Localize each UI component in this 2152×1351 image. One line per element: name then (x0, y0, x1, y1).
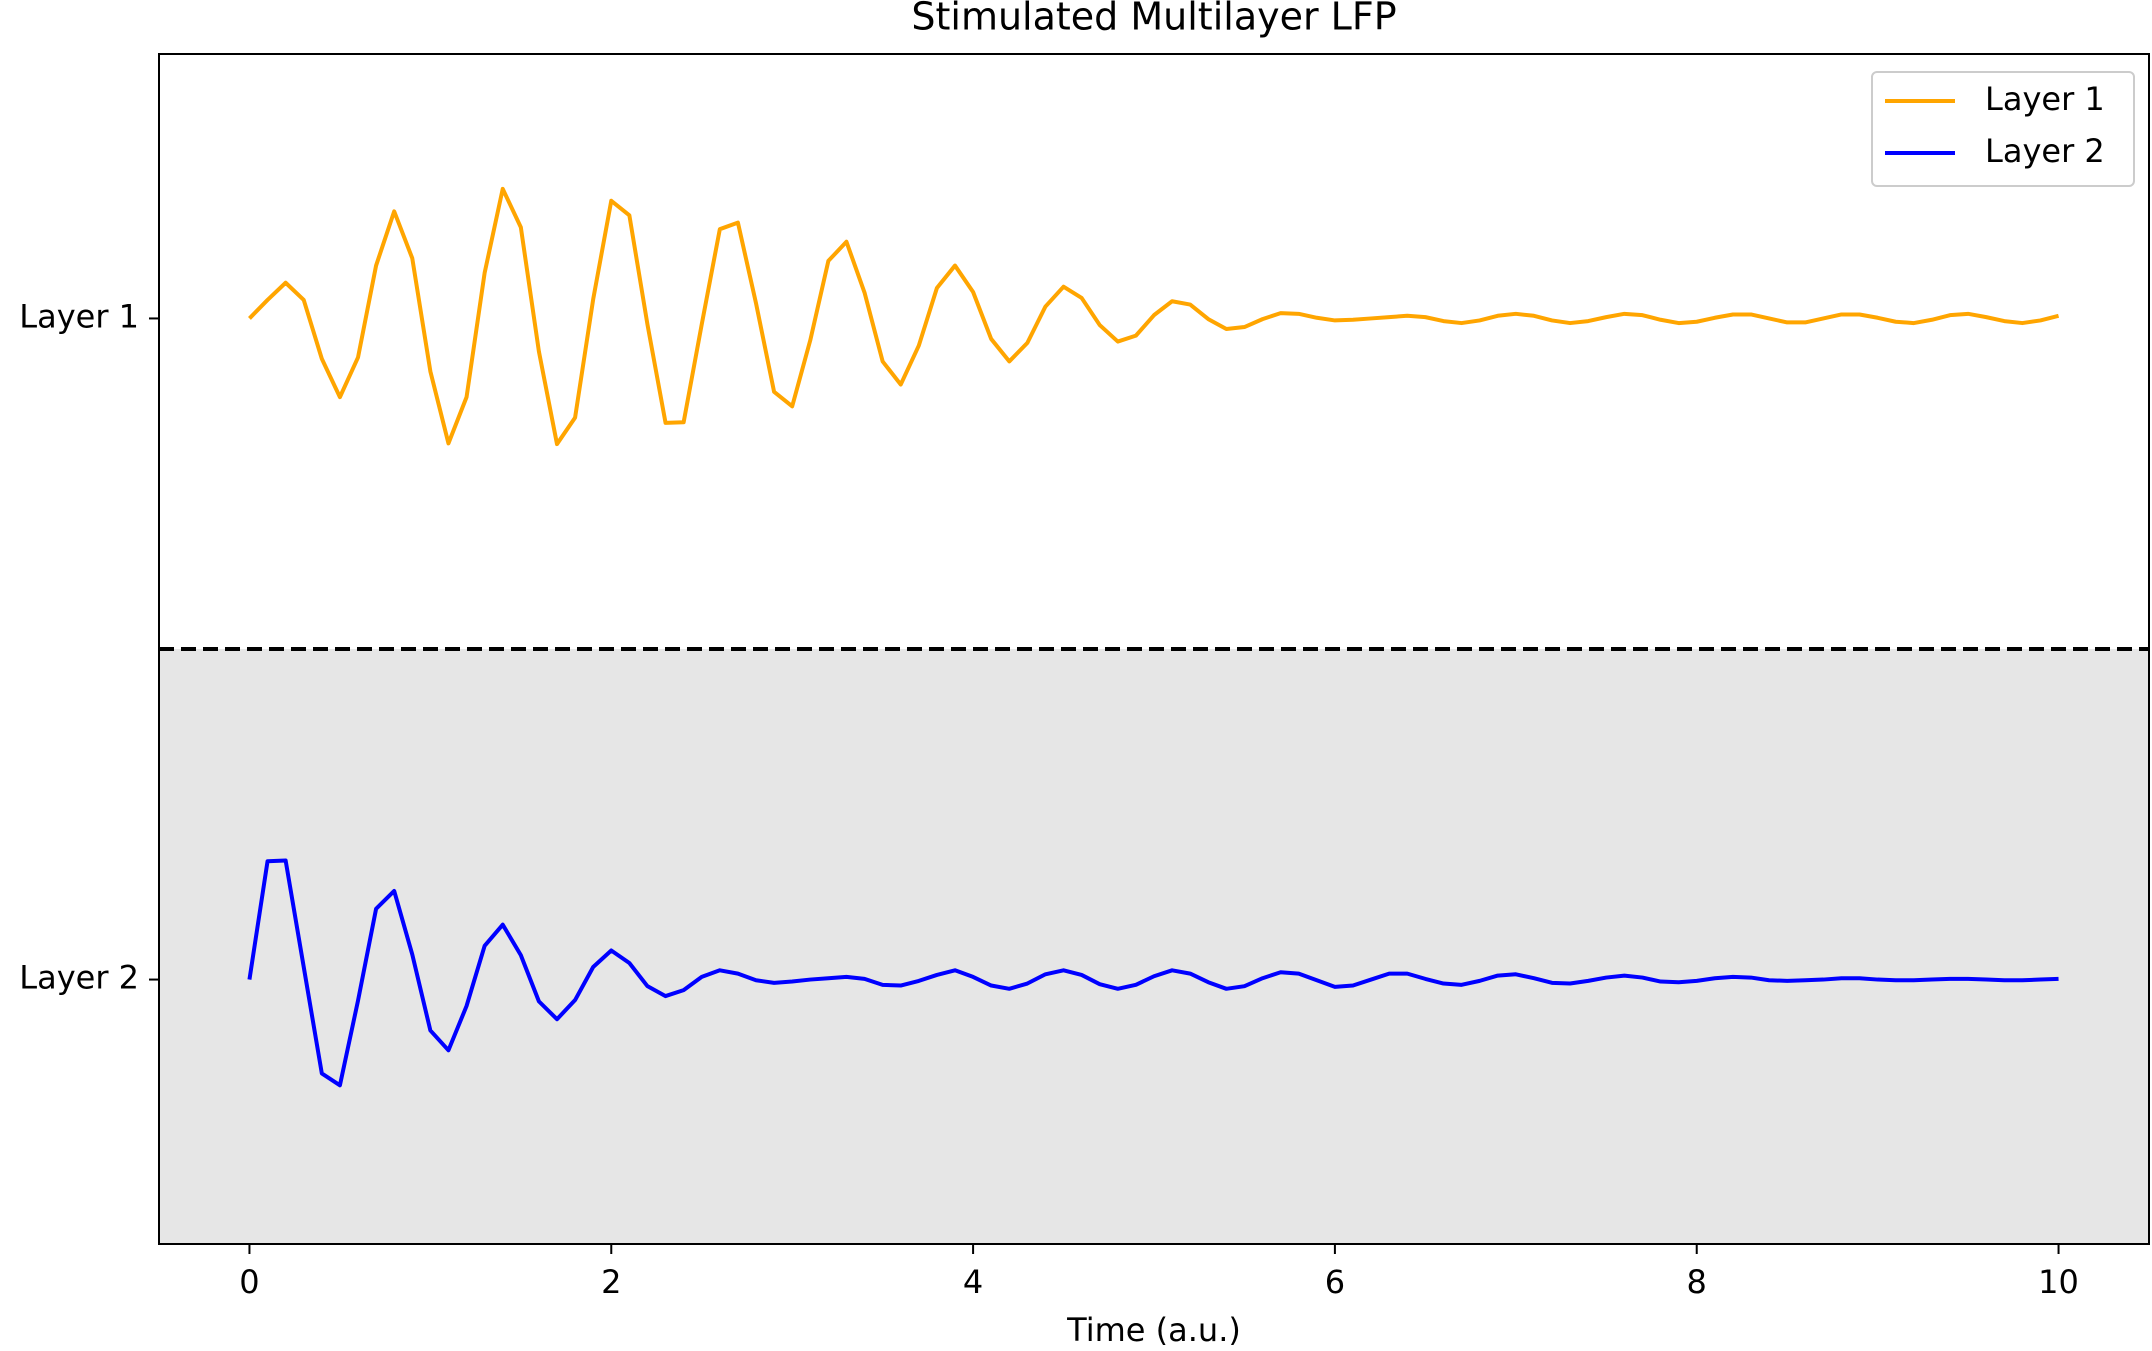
x-tick-label: 4 (963, 1263, 983, 1301)
legend-label: Layer 2 (1985, 132, 2105, 170)
x-axis-label: Time (a.u.) (1066, 1311, 1241, 1349)
plot-frame (158, 53, 2150, 1245)
series-line (247, 858, 2059, 1088)
y-tick-label: Layer 1 (19, 297, 139, 335)
legend: Layer 1 Layer 2 (1871, 71, 2135, 187)
x-tick-label: 2 (601, 1263, 621, 1301)
legend-label: Layer 1 (1985, 80, 2105, 118)
series-line (248, 186, 2060, 447)
x-tick-label: 8 (1687, 1263, 1707, 1301)
x-tick-label: 10 (2038, 1263, 2079, 1301)
shaded-region (159, 649, 2149, 1244)
x-tick-label: 0 (239, 1263, 259, 1301)
chart-title: Stimulated Multilayer LFP (911, 0, 1396, 39)
x-tick-label: 6 (1325, 1263, 1345, 1301)
y-tick-label: Layer 2 (19, 959, 139, 997)
